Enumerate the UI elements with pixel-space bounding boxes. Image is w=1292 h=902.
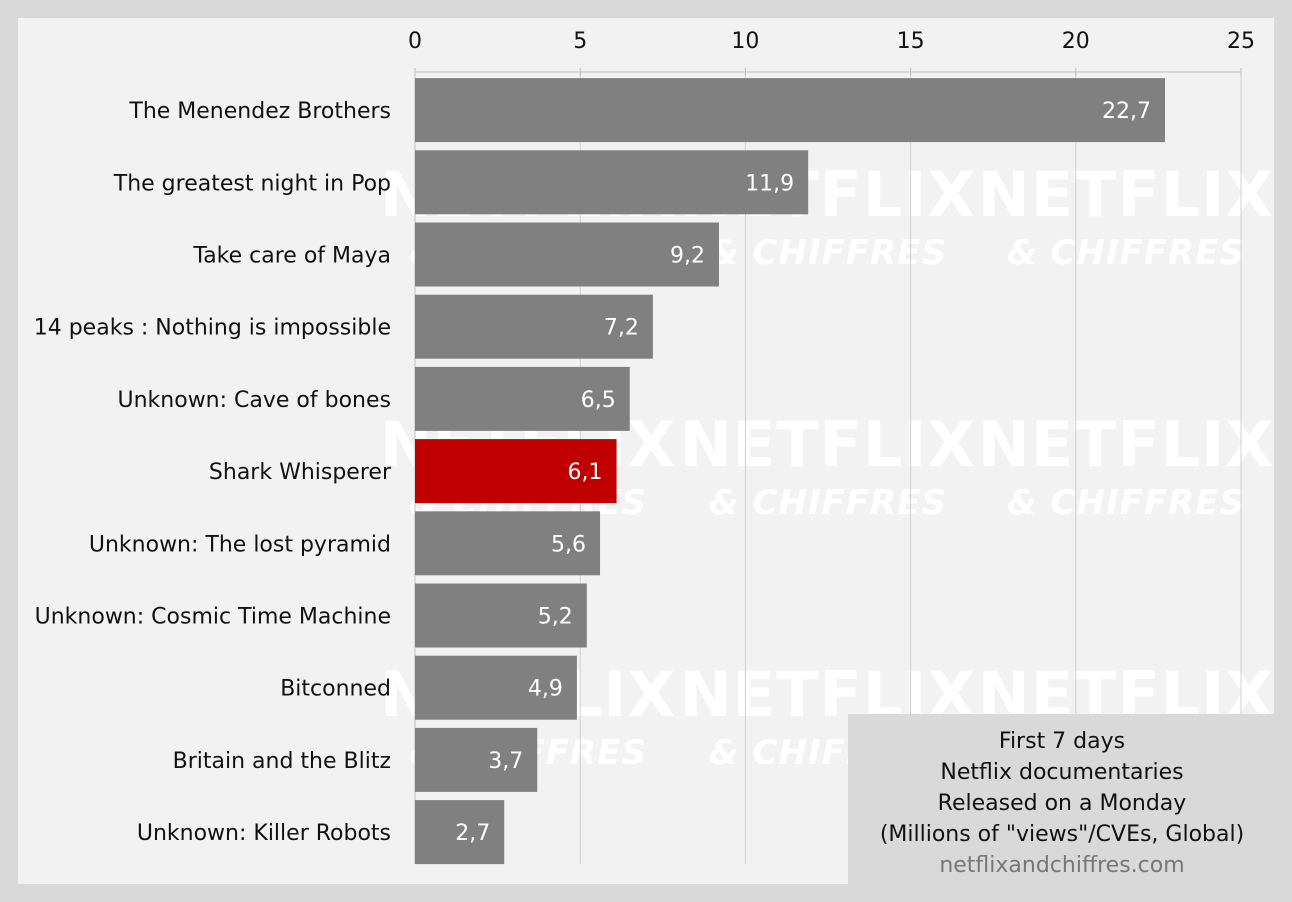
value-label: 7,2: [604, 316, 639, 341]
info-source: netflixandchiffres.com: [939, 853, 1185, 878]
x-tick-label: 5: [573, 29, 587, 54]
category-label: Unknown: Cave of bones: [118, 388, 392, 413]
value-label: 6,1: [568, 460, 603, 485]
info-line-period: First 7 days: [998, 729, 1126, 754]
value-label: 9,2: [670, 244, 705, 269]
x-tick-label: 25: [1227, 29, 1255, 54]
value-label: 6,5: [581, 388, 616, 413]
bar: [415, 800, 505, 865]
category-label: Take care of Maya: [192, 244, 391, 269]
value-label: 5,2: [538, 605, 573, 630]
x-tick-label: 15: [897, 29, 925, 54]
value-label: 3,7: [488, 749, 523, 774]
info-line-category: Netflix documentaries: [940, 760, 1184, 785]
category-label: Britain and the Blitz: [173, 749, 391, 774]
category-label: Unknown: Killer Robots: [137, 821, 391, 846]
bar: [415, 222, 719, 287]
category-label: Shark Whisperer: [209, 460, 392, 485]
x-tick-label: 10: [731, 29, 759, 54]
bar: [415, 366, 630, 431]
chart-info-box: First 7 days Netflix documentaries Relea…: [848, 714, 1276, 902]
category-label: 14 peaks : Nothing is impossible: [34, 316, 391, 341]
bar: [415, 583, 587, 648]
value-label: 11,9: [745, 171, 794, 196]
category-label: Unknown: The lost pyramid: [89, 532, 391, 557]
chart-area: NETFLIX & CHIFFRES NETFLIX & CHIFFRES NETFLI…: [18, 18, 1274, 884]
watermark-subtext: & CHIFFRES: [1007, 483, 1245, 523]
bar: [415, 78, 1166, 143]
bar: [415, 150, 809, 215]
bar: [415, 727, 538, 792]
watermark-text: NETFLIX: [978, 158, 1274, 231]
watermark-subtext: & CHIFFRES: [709, 483, 947, 523]
category-label: The Menendez Brothers: [128, 99, 391, 124]
category-label: The greatest night in Pop: [113, 171, 391, 196]
x-tick-label: 0: [408, 29, 422, 54]
info-line-unit: (Millions of "views"/CVEs, Global): [879, 822, 1245, 847]
value-label: 4,9: [528, 677, 563, 702]
value-label: 22,7: [1102, 99, 1151, 124]
info-line-release: Released on a Monday: [937, 791, 1187, 816]
watermark-text: NETFLIX: [978, 408, 1274, 481]
category-label: Bitconned: [280, 677, 391, 702]
watermark-subtext: & CHIFFRES: [1007, 233, 1245, 273]
watermark-text: NETFLIX: [680, 408, 976, 481]
bar: [415, 655, 577, 720]
x-tick-label: 20: [1062, 29, 1090, 54]
category-label: Unknown: Cosmic Time Machine: [35, 605, 391, 630]
watermark-subtext: & CHIFFRES: [709, 233, 947, 273]
bar: [415, 439, 617, 504]
bar: [415, 511, 601, 576]
value-label: 2,7: [455, 821, 490, 846]
value-label: 5,6: [551, 532, 586, 557]
bar: [415, 294, 653, 359]
